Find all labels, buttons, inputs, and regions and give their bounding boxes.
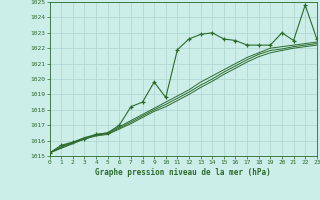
- X-axis label: Graphe pression niveau de la mer (hPa): Graphe pression niveau de la mer (hPa): [95, 168, 271, 177]
